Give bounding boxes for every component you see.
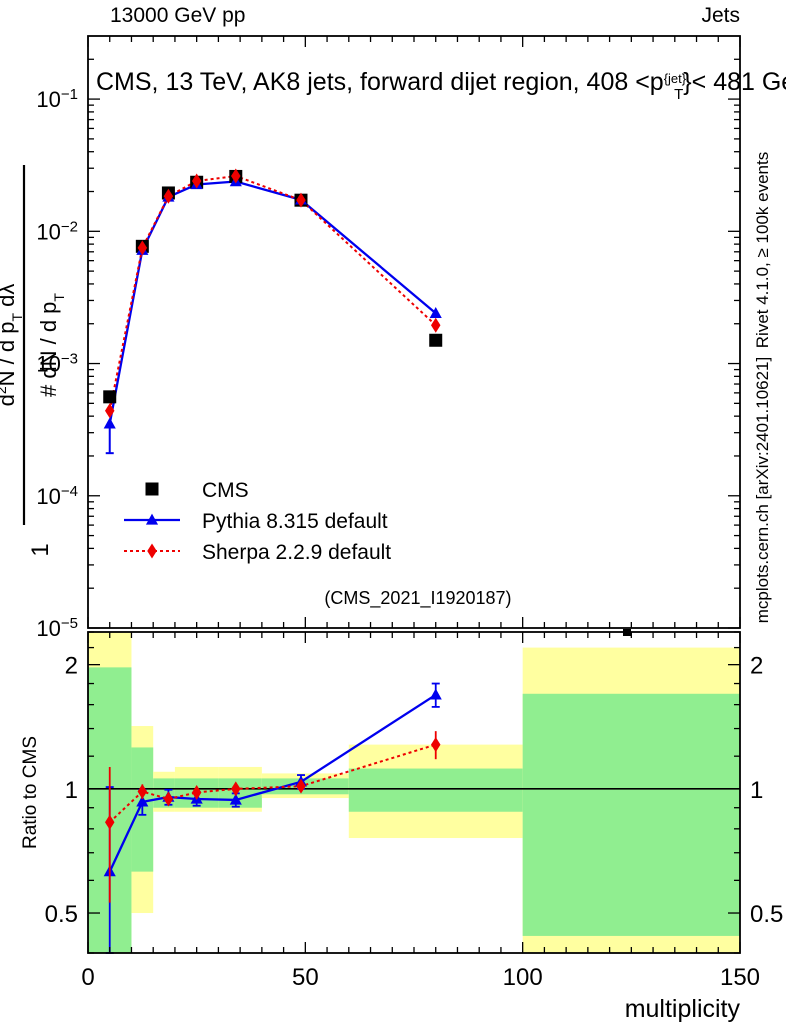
xtick-label: 100 [503,964,543,991]
yaxis-denominator: # dN / d pT [36,293,67,397]
plot-title: CMS, 13 TeV, AK8 jets, forward dijet reg… [96,68,786,103]
legend-marker-cms [145,482,159,496]
ytick-label: 10−1 [36,86,78,113]
ratio-series-group [103,682,442,954]
ratio-point-sherpa [137,784,148,800]
ratio-ytick-label-right: 0.5 [750,901,783,928]
main-point-sherpa [296,192,306,208]
main-point-cms [103,390,117,404]
ratio-point-pythia [429,688,442,700]
legend-entry[interactable]: Sherpa 2.2.9 default [124,541,391,564]
legend-label: Sherpa 2.2.9 default [202,541,391,564]
ratio-ytick-label: 0.5 [45,901,78,928]
ratio-point-sherpa [104,814,115,830]
main-point-sherpa [137,240,148,256]
header-right-label: Jets [701,4,740,27]
legend-entry[interactable]: CMS [145,479,249,502]
main-line-sherpa [108,174,437,411]
ratio-band-inner [348,768,523,812]
sidenote-rivet: Rivet 4.1.0, ≥ 100k events [753,152,772,348]
sidenote-mcplots: mcplots.cern.ch [arXiv:2401.10621] [753,357,772,623]
xtick-label: 0 [81,964,94,991]
main-point-pythia [429,306,442,318]
main-point-pythia [103,417,116,429]
xtick-label: 150 [720,964,760,991]
ratio-point-sherpa [296,778,306,794]
main-point-sherpa [191,173,202,189]
legend-label: Pythia 8.315 default [202,510,388,533]
yaxis-numerator: d2N / d pT dλ [0,284,25,407]
legend-marker-pythia [145,513,159,525]
main-point-sherpa [104,403,115,419]
header-left-label: 13000 GeV pp [110,4,245,27]
ratio-point-sherpa [163,791,174,807]
ytick-label: 10−5 [36,615,78,642]
ratio-ytick-label: 2 [65,653,78,680]
legend-label: CMS [202,479,249,502]
ratio-band-group [88,632,740,953]
ytick-label: 10−2 [36,218,78,245]
ratio-point-pythia [229,793,242,805]
ratio-yaxis-label: Ratio to CMS [20,736,41,849]
ratio-ytick-label-right: 1 [750,777,763,804]
ratio-band-inner [153,778,175,808]
yaxis-one-numerator: 1 [27,543,54,556]
ratio-ytick-label-right: 2 [750,653,763,680]
ratio-point-sherpa [191,784,202,800]
xtick-label: 50 [292,964,319,991]
ratio-ytick-label: 1 [65,777,78,804]
main-panel-frame [87,35,741,629]
ratio-point-pythia [136,795,149,807]
ytick-label: 10−4 [36,482,78,509]
ratio-point-sherpa [231,781,241,797]
legend-entry[interactable]: Pythia 8.315 default [124,510,388,533]
analysis-watermark: (CMS_2021_I1920187) [324,588,511,609]
xaxis-label: multiplicity [625,995,741,1023]
ratio-band-inner [522,693,740,936]
main-point-sherpa [163,188,174,204]
main-line-pythia [108,180,437,425]
main-point-sherpa [430,317,441,333]
ratio-point-sherpa [430,737,441,753]
main-point-sherpa [231,168,241,184]
legend-marker-sherpa [147,543,157,559]
main-point-cms [429,333,443,347]
main-series-group [103,168,443,429]
